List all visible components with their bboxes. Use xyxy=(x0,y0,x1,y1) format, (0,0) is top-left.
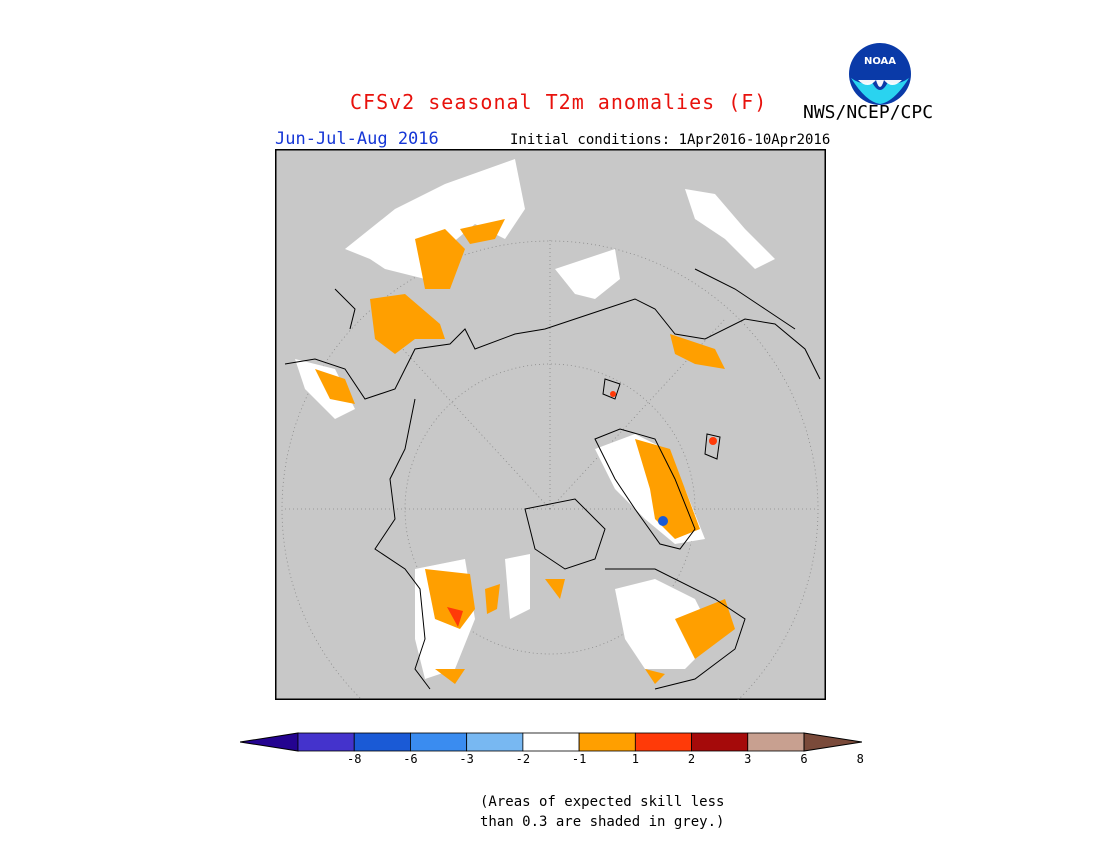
forecast-period: Jun-Jul-Aug 2016 xyxy=(275,129,439,149)
logo-text: NOAA xyxy=(864,56,896,67)
warm-anomaly-areas xyxy=(315,219,735,684)
warm-area-svalbard xyxy=(485,584,500,614)
warm-area-alaska xyxy=(670,334,725,369)
coastline-island xyxy=(602,378,621,400)
colorbar-tick-label: -6 xyxy=(403,752,418,766)
latitude-circle-outer xyxy=(281,240,819,700)
noaa-logo: NOAA xyxy=(849,43,911,105)
colorbar-bin xyxy=(634,732,692,752)
coastline-kamchatka xyxy=(334,288,356,330)
warm-area-scandinavia xyxy=(425,569,475,629)
warm-area-north-siberia xyxy=(415,229,465,289)
colorbar-extend-low xyxy=(240,732,299,752)
neutral-area-russia xyxy=(555,249,620,299)
chart-title: CFSv2 seasonal T2m anomalies (F) xyxy=(350,90,768,114)
neutral-area-arctic-island xyxy=(505,554,530,619)
colorbar-tick-label: -1 xyxy=(571,752,587,766)
colorbar-bin xyxy=(747,732,805,752)
hot-area-europe xyxy=(447,607,463,627)
coastline-alaska xyxy=(694,268,796,330)
colorbar-tick-label: 1 xyxy=(631,752,639,766)
coastline-greenland xyxy=(594,428,696,550)
logo-gull xyxy=(858,80,902,87)
colorbar-tick-label: 6 xyxy=(800,752,808,766)
warm-area-canada xyxy=(675,599,735,659)
warm-area-mongolia xyxy=(315,369,355,404)
warm-area-france xyxy=(435,669,465,684)
anomaly-map xyxy=(275,149,826,700)
agency-label: NWS/NCEP/CPC xyxy=(803,102,934,123)
colorbar-extend-high xyxy=(803,732,862,752)
coastline-north-america xyxy=(605,568,746,690)
colorbar-bin xyxy=(466,732,524,752)
hot-area-laptev xyxy=(610,391,616,397)
hot-anomaly-areas xyxy=(447,391,717,627)
colorbar xyxy=(240,732,862,752)
warm-area-greenland xyxy=(635,439,700,539)
coastline-island-east xyxy=(704,433,721,460)
skill-note-line1: (Areas of expected skill less xyxy=(480,794,725,810)
colorbar-tick-label: 3 xyxy=(744,752,752,766)
colorbar-bin xyxy=(522,732,580,752)
hot-area-greenland-east xyxy=(709,437,717,445)
colorbar-tick-label: -2 xyxy=(515,752,531,766)
colorbar-bin xyxy=(691,732,749,752)
colorbar-bin xyxy=(578,732,636,752)
warm-area-central-siberia xyxy=(370,294,445,354)
coastline-europe xyxy=(374,398,431,690)
colorbar-tick-label: -3 xyxy=(459,752,474,766)
colorbar-tick-label: 8 xyxy=(856,752,864,766)
skill-note: (Areas of expected skill less than 0.3 a… xyxy=(480,792,724,832)
coastlines xyxy=(284,268,821,690)
colorbar-bin xyxy=(353,732,411,752)
neutral-area-alaska xyxy=(685,189,775,269)
skill-note-line2: than 0.3 are shaded in grey.) xyxy=(480,814,725,830)
warm-area-franz-josef xyxy=(545,579,565,599)
colorbar-tick-label: -8 xyxy=(346,752,362,766)
neutral-area-siberia xyxy=(345,159,525,279)
cold-anomaly-spot xyxy=(658,516,668,526)
colorbar-tick-label: 2 xyxy=(687,752,696,766)
initial-conditions: Initial conditions: 1Apr2016-10Apr2016 xyxy=(510,132,831,148)
coastline-eurasia-north xyxy=(284,298,821,400)
warm-area-taymyr xyxy=(460,219,505,244)
colorbar-bin xyxy=(297,732,355,752)
warm-area-great-lakes xyxy=(645,669,665,684)
coastline-arctic-archipelago xyxy=(524,498,606,570)
colorbar-ticks: -8 -6 -3 -2 -1 1 2 3 6 8 xyxy=(240,752,864,768)
colorbar-bin xyxy=(410,732,468,752)
